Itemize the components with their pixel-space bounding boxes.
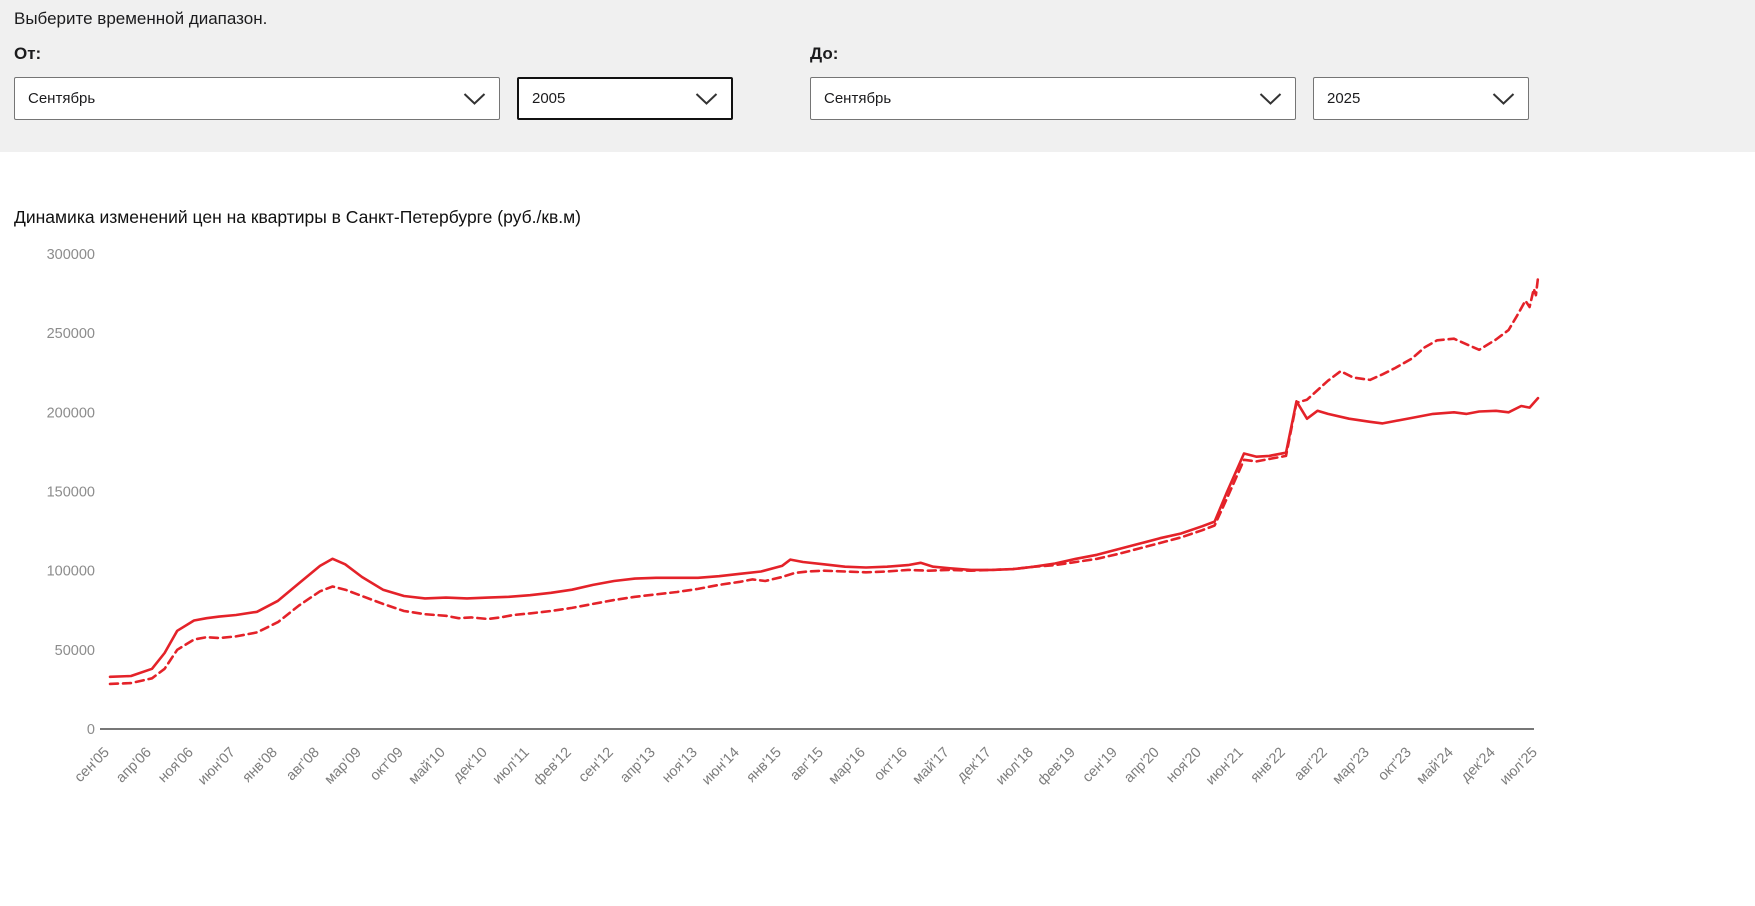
x-axis-tick-label: янв'15: [743, 745, 784, 786]
x-axis-tick-label: авг'22: [1291, 745, 1331, 785]
from-label: От:: [14, 44, 42, 63]
x-axis-tick-label: фев'19: [1035, 745, 1079, 789]
x-axis-tick-label: июл'25: [1497, 745, 1541, 789]
y-axis-tick-label: 150000: [47, 485, 95, 501]
x-axis-tick-label: ноя'20: [1163, 745, 1205, 787]
from-month-value: Сентябрь: [28, 90, 96, 107]
y-axis-tick-label: 250000: [47, 326, 95, 342]
chevron-down-icon: [1492, 92, 1515, 105]
chevron-down-icon: [1259, 92, 1282, 105]
to-label: До:: [810, 44, 839, 63]
to-year-select[interactable]: 2025: [1313, 77, 1529, 120]
x-axis-tick-label: окт'23: [1375, 745, 1415, 785]
to-month-value: Сентябрь: [824, 90, 892, 107]
x-axis-tick-label: дек'17: [954, 745, 995, 786]
x-axis-tick-label: мар'09: [322, 745, 365, 788]
x-axis-tick-label: дек'10: [450, 745, 491, 786]
x-axis-tick-label: июл'11: [490, 745, 533, 788]
from-year-select[interactable]: 2005: [517, 77, 733, 120]
chevron-down-icon: [695, 92, 718, 105]
from-year-value: 2005: [532, 90, 566, 107]
x-axis-tick-label: июн'21: [1203, 745, 1247, 789]
y-axis-tick-label: 100000: [47, 564, 95, 580]
x-axis-tick-label: янв'22: [1247, 745, 1288, 786]
x-axis-tick-label: авг'08: [283, 745, 323, 785]
x-axis-tick-label: янв'08: [239, 745, 280, 786]
x-axis-tick-label: сен'05: [72, 745, 113, 786]
x-axis-tick-label: окт'16: [871, 745, 911, 785]
chevron-down-icon: [463, 92, 486, 105]
price-dynamics-chart: 0 50000 100000 150000 200000 250000 300000 сен'…: [47, 247, 1541, 789]
x-axis-tick-label: ноя'06: [155, 745, 197, 787]
y-axis-tick-label: 50000: [55, 643, 95, 659]
x-axis-tick-label: фев'12: [531, 745, 575, 789]
y-axis-tick-label: 300000: [47, 247, 95, 263]
x-axis-tick-label: апр'06: [113, 745, 155, 787]
x-axis-tick-label: июн'14: [699, 745, 743, 789]
price-chart-section: Динамика изменений цен на квартиры в Сан…: [0, 207, 1755, 799]
x-axis-tick-label: авг'15: [787, 745, 827, 785]
x-axis-tick-label: сен'12: [576, 745, 617, 786]
x-axis-tick-label: дек'24: [1458, 745, 1499, 786]
chart-title: Динамика изменений цен на квартиры в Сан…: [14, 207, 581, 227]
price-line-dashed: [108, 276, 1540, 686]
x-axis-tick-label: июл'18: [993, 745, 1037, 789]
x-axis-tick-label: мар'16: [826, 745, 869, 788]
from-month-select[interactable]: Сентябрь: [14, 77, 500, 120]
x-axis-tick-label: мар'23: [1330, 745, 1373, 788]
x-axis-tick-label: май'24: [1414, 745, 1457, 788]
from-group: От: Сентябрь 2005: [14, 44, 733, 120]
x-axis-tick-label: май'17: [910, 745, 953, 788]
price-line-solid: [108, 396, 1540, 679]
y-axis-tick-label: 200000: [47, 405, 95, 421]
x-axis-tick-label: окт'09: [367, 745, 407, 785]
x-axis-tick-label: апр'13: [617, 745, 659, 787]
x-axis-tick-label: сен'19: [1080, 745, 1121, 786]
x-axis-tick-label: апр'20: [1121, 745, 1163, 787]
to-year-value: 2025: [1327, 90, 1361, 107]
filter-heading: Выберите временной диапазон.: [14, 9, 268, 28]
to-group: До: Сентябрь 2025: [810, 44, 1529, 120]
to-month-select[interactable]: Сентябрь: [810, 77, 1296, 120]
x-axis-tick-label: май'10: [406, 745, 449, 788]
x-axis-tick-label: ноя'13: [659, 745, 701, 787]
y-axis-tick-label: 0: [87, 722, 95, 738]
time-range-filter-bar: Выберите временной диапазон. От: Сентябр…: [0, 0, 1755, 152]
x-axis-tick-label: июн'07: [195, 745, 239, 789]
